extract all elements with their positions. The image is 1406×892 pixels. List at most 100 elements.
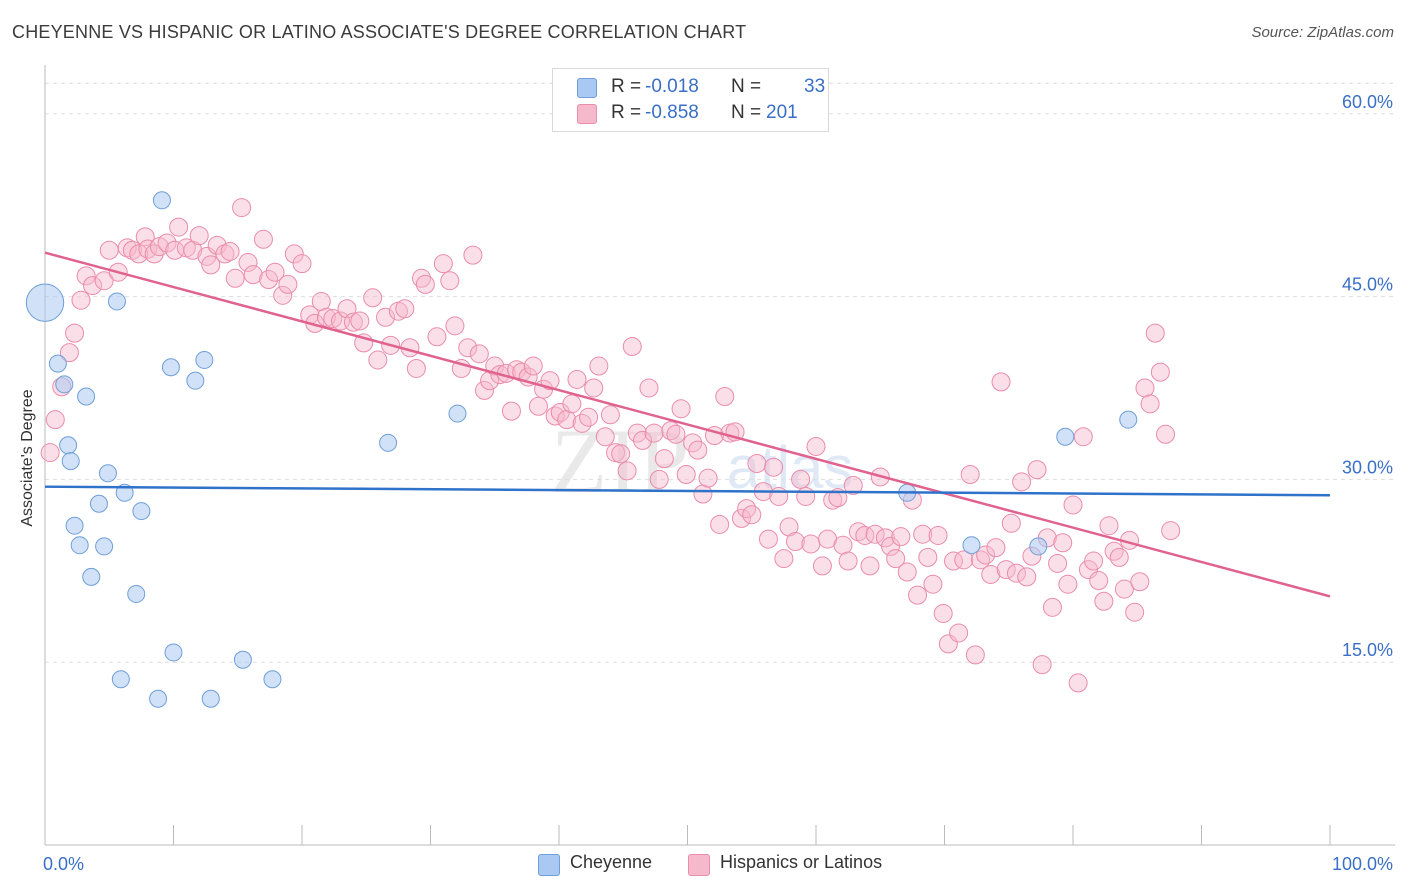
hispanic-point: [600, 405, 620, 425]
cheyenne-point: [95, 537, 114, 556]
cheyenne-points: [25, 191, 1138, 708]
hispanic-point: [545, 406, 565, 426]
hispanic-point: [311, 291, 331, 311]
hispanic-point: [923, 574, 943, 594]
legend-n-value: 201: [766, 102, 798, 123]
hispanic-point: [1140, 394, 1160, 414]
grid-lines: [45, 82, 1395, 663]
legend-r-value: -0.018: [645, 76, 699, 97]
hispanic-point: [644, 423, 664, 443]
legend-n-value: 33: [804, 76, 826, 97]
cheyenne-point: [263, 670, 282, 689]
hispanic-point: [1032, 655, 1052, 675]
cheyenne-point: [1119, 410, 1138, 429]
hispanic-point: [693, 484, 713, 504]
hispanic-point: [376, 307, 396, 327]
hispanic-point: [865, 524, 885, 544]
hispanic-point: [1001, 513, 1021, 533]
hispanic-point: [986, 538, 1006, 558]
hispanic-point: [363, 288, 383, 308]
hispanic-point: [1048, 553, 1068, 573]
hispanic-point: [278, 274, 298, 294]
cheyenne-point: [59, 436, 78, 455]
hispanic-point: [284, 244, 304, 264]
hispanic-point: [83, 276, 103, 296]
cheyenne-point: [152, 191, 171, 210]
hispanic-point: [59, 343, 79, 363]
hispanic-trend-line: [44, 251, 1331, 598]
cheyenne-point: [161, 358, 180, 377]
cheyenne-legend-label: Cheyenne: [570, 852, 653, 872]
hispanic-point: [343, 312, 363, 332]
x-tick-label: 0.0%: [43, 854, 84, 874]
hispanic-point: [215, 244, 235, 264]
cheyenne-point: [201, 689, 220, 708]
y-tick-label: 15.0%: [1342, 640, 1393, 660]
cheyenne-point: [115, 483, 134, 502]
cheyenne-swatch: [577, 78, 597, 98]
hispanic-point: [1042, 597, 1062, 617]
svg-text:atlas: atlas: [727, 434, 854, 501]
hispanic-point: [138, 239, 158, 259]
hispanic-point: [243, 265, 263, 285]
hispanic-point: [1094, 591, 1114, 611]
hispanic-point: [611, 444, 631, 464]
cheyenne-point: [448, 404, 467, 423]
hispanic-point: [639, 378, 659, 398]
hispanic-point: [1017, 567, 1037, 587]
hispanic-point: [40, 443, 60, 463]
hispanic-point: [523, 356, 543, 376]
hispanic-point: [368, 350, 388, 370]
hispanic-point: [1104, 541, 1124, 561]
trend-lines: [44, 251, 1331, 598]
hispanic-point: [463, 245, 483, 265]
hispanic-point: [764, 457, 784, 477]
hispanic-point: [595, 427, 615, 447]
hispanic-point: [1099, 516, 1119, 536]
hispanic-point: [710, 514, 730, 534]
hispanic-point: [45, 410, 65, 430]
hispanic-point: [1012, 472, 1032, 492]
hispanic-point: [908, 585, 928, 605]
cheyenne-point: [70, 536, 89, 555]
hispanic-point: [433, 254, 453, 274]
hispanic-point: [1027, 460, 1047, 480]
hispanic-point: [891, 527, 911, 547]
hispanic-point: [323, 309, 343, 328]
hispanic-point: [316, 307, 336, 327]
hispanic-point: [253, 229, 273, 249]
hispanic-point: [671, 399, 691, 419]
hispanic-point: [774, 549, 794, 569]
hispanic-point: [1006, 563, 1026, 583]
watermark: ZIP atlas: [551, 410, 853, 512]
hispanic-point: [189, 226, 209, 246]
hispanic-point: [981, 564, 1001, 584]
y-tick-label: 60.0%: [1342, 92, 1393, 112]
hispanic-point: [715, 387, 735, 406]
hispanic-point: [1053, 533, 1073, 553]
hispanic-point: [117, 238, 137, 258]
cheyenne-point: [61, 452, 80, 471]
hispanic-point: [698, 468, 718, 488]
cheyenne-point: [149, 689, 168, 708]
hispanic-point: [747, 454, 767, 474]
hispanic-point: [801, 534, 821, 554]
cheyenne-point: [1056, 427, 1075, 446]
hispanic-point: [1063, 495, 1083, 515]
hispanic-point: [881, 536, 901, 556]
hispanic-point: [265, 262, 285, 282]
correlation-legend: R = -0.018 N = 33 R = -0.858 N = 201: [552, 68, 829, 132]
hispanic-point: [1073, 427, 1093, 447]
hispanic-point: [201, 255, 221, 275]
hispanic-point: [918, 547, 938, 567]
hispanic-point: [796, 486, 816, 506]
x-tick-label: 100.0%: [1332, 854, 1393, 874]
tick-labels: 15.0% 30.0% 45.0% 60.0% 0.0% 100.0%: [43, 92, 1393, 874]
hispanic-point: [440, 271, 460, 291]
hispanic-point: [812, 556, 832, 576]
cheyenne-point: [233, 650, 252, 669]
hispanic-point: [954, 550, 974, 570]
hispanic-legend-swatch: [688, 854, 710, 876]
hispanic-point: [99, 240, 119, 260]
hispanic-point: [1114, 579, 1134, 599]
